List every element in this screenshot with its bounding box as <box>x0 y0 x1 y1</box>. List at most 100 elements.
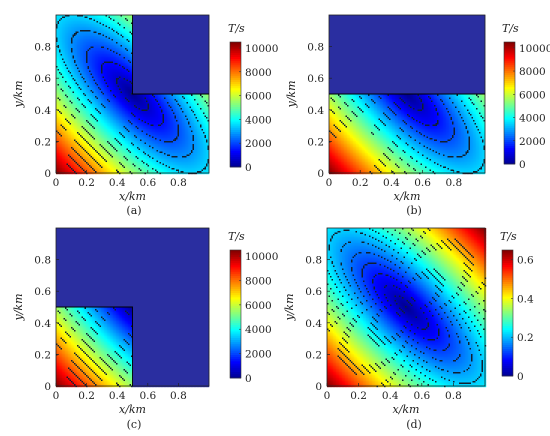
y-tick-label: 0.6 <box>307 73 324 85</box>
colorbar-segment <box>230 60 241 64</box>
colorbar-segment <box>230 269 241 272</box>
colorbar-segment <box>230 354 241 358</box>
x-tick-label: 0.6 <box>413 390 430 402</box>
colorbar-segment <box>504 111 515 114</box>
obstacle-boundary <box>132 15 209 95</box>
colorbar-tick-label: 10000 <box>519 43 550 55</box>
colorbar-segment <box>502 292 513 295</box>
colorbar-segment <box>504 96 515 100</box>
colorbar-tick-label: 0 <box>245 373 252 385</box>
colorbar: T/s 0 2000 4000 6000 8000 10000 <box>228 230 278 385</box>
colorbar-segment <box>230 152 241 155</box>
colorbar-segment <box>502 342 513 345</box>
heatmap-cells <box>56 228 210 388</box>
colorbar-segment <box>230 117 241 120</box>
colorbar-segment <box>502 275 513 278</box>
colorbar-segment <box>230 341 241 345</box>
y-tick-label: 0.2 <box>305 349 322 361</box>
y-tick-label: 0 <box>44 381 51 393</box>
colorbar-segment <box>502 327 513 331</box>
panel-c: 0 0.2 0.4 0.6 0.8 x/km 0 0.2 0.4 0.6 0.8 y/km (c) T/s… <box>12 227 278 431</box>
colorbar-segment <box>502 331 513 335</box>
colorbar-segment <box>230 137 241 141</box>
colorbar-segment <box>502 298 513 301</box>
colorbar-segment <box>502 338 513 341</box>
y-tick-label: 0.2 <box>34 349 51 361</box>
colorbar-segment <box>230 75 241 78</box>
colorbar-segment <box>230 129 241 132</box>
colorbar-segment <box>230 343 241 347</box>
colorbar-segment <box>230 150 241 153</box>
y-tick-label: 0.8 <box>307 42 324 54</box>
colorbar: T/s 0 0.2 0.4 0.6 <box>500 230 534 383</box>
colorbar-segment <box>502 264 513 268</box>
colorbar-segment <box>502 273 513 276</box>
colorbar-segment <box>230 348 241 351</box>
colorbar-segment <box>230 110 241 114</box>
x-tick-label: 0 <box>53 177 60 189</box>
y-tick-label: 0 <box>317 168 324 180</box>
x-tick-label: 0.8 <box>445 390 462 402</box>
colorbar-segment <box>230 284 241 287</box>
y-tick-label: 0.4 <box>34 318 51 330</box>
panel-a: 0 0.2 0.4 0.6 0.8 x/km 0 0.2 0.4 0.6 0.8 y/km (a) T/s… <box>12 14 278 217</box>
colorbar-segment <box>504 46 515 49</box>
colorbar-segment <box>230 256 241 259</box>
colorbar-segment <box>230 350 241 353</box>
colorbar-segment <box>504 98 515 102</box>
x-tick-label: 0.4 <box>382 390 399 402</box>
colorbar-segment <box>230 337 241 340</box>
colorbar-segment <box>230 331 241 334</box>
colorbar-segment <box>502 313 513 316</box>
colorbar-segment <box>504 121 515 124</box>
colorbar-segment <box>230 58 241 62</box>
colorbar-segment <box>504 84 515 88</box>
colorbar-segment <box>230 71 241 74</box>
colorbar-segment <box>504 78 515 82</box>
colorbar-tick-label: 2000 <box>245 349 272 361</box>
x-tick-label: 0.8 <box>445 177 462 189</box>
x-axis-label: x/km <box>392 403 419 416</box>
y-tick-label: 0.8 <box>305 255 322 267</box>
colorbar-segment <box>504 92 515 96</box>
colorbar-segment <box>230 123 241 126</box>
colorbar-frame <box>229 41 242 168</box>
panel-caption: (c) <box>127 418 142 431</box>
colorbar-segment <box>230 324 241 328</box>
colorbar-segment <box>502 310 513 314</box>
colorbar-segment <box>502 329 513 333</box>
colorbar-segment <box>230 81 241 85</box>
colorbar-segment <box>502 334 513 337</box>
colorbar-segment <box>502 346 513 350</box>
colorbar-segment <box>230 254 241 257</box>
colorbar-segment <box>502 294 513 297</box>
colorbar-segment <box>230 314 241 317</box>
y-tick-label: 0.4 <box>307 105 324 117</box>
x-tick-label: 0.8 <box>170 390 187 402</box>
colorbar-segment <box>502 279 513 282</box>
colorbar-segment <box>230 360 241 364</box>
colorbar-title: T/s <box>502 22 519 35</box>
colorbar-segment <box>504 131 515 134</box>
colorbar: T/s 0 2000 4000 6000 8000 10000 <box>228 22 278 174</box>
colorbar-segment <box>230 148 241 151</box>
colorbar-segment <box>502 359 513 362</box>
colorbar-tick-label: 6000 <box>245 300 272 312</box>
colorbar-segment <box>504 119 515 122</box>
x-tick-label: 0.6 <box>139 390 156 402</box>
colorbar-segment <box>504 137 515 140</box>
colorbar-segment <box>504 82 515 86</box>
colorbar-tick-label: 8000 <box>245 67 272 79</box>
colorbar-segment <box>230 89 241 93</box>
colorbar-segment <box>230 125 241 128</box>
colorbar-tick-label: 10000 <box>245 43 278 55</box>
colorbar-segment <box>504 90 515 94</box>
y-axis: 0 0.2 0.4 0.6 0.8 <box>307 42 332 180</box>
colorbar-segment <box>502 302 513 305</box>
x-axis: 0 0.2 0.4 0.6 0.8 <box>53 170 187 189</box>
colorbar-segment <box>502 340 513 343</box>
y-axis: 0 0.2 0.4 0.6 0.8 <box>305 255 330 393</box>
colorbar-segment <box>504 129 515 132</box>
x-tick-label: 0.8 <box>170 177 187 189</box>
colorbar-segment <box>230 373 241 377</box>
